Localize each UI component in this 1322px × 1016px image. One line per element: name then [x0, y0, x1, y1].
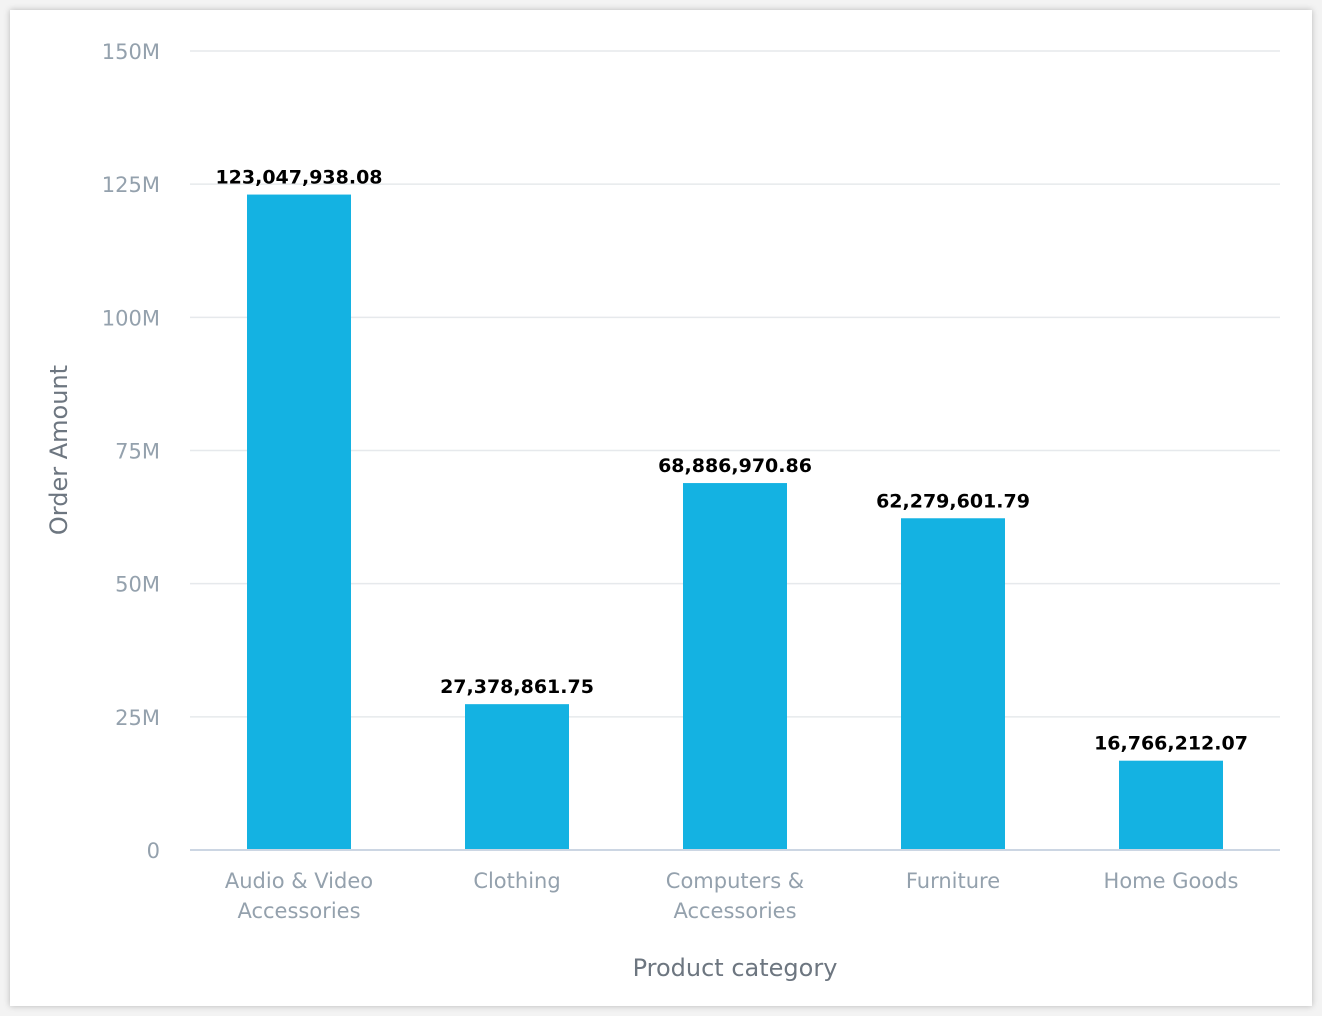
x-tick-label: Accessories	[237, 899, 360, 923]
y-tick-label: 0	[147, 839, 160, 863]
y-tick-label: 25M	[115, 706, 160, 730]
y-tick-label: 125M	[102, 173, 160, 197]
bar	[247, 194, 351, 851]
data-label: 62,279,601.79	[876, 490, 1030, 512]
y-tick-label: 150M	[102, 40, 160, 64]
data-label: 123,047,938.08	[215, 167, 382, 189]
data-label: 27,378,861.75	[440, 676, 594, 698]
data-label: 16,766,212.07	[1094, 733, 1248, 755]
x-tick-label: Computers &	[666, 869, 804, 893]
y-tick-label: 75M	[115, 440, 160, 464]
x-tick-label: Clothing	[473, 869, 560, 893]
data-label: 68,886,970.86	[658, 455, 812, 477]
x-tick-label: Accessories	[673, 899, 796, 923]
x-tick-label: Audio & Video	[225, 869, 373, 893]
y-axis-title: Order Amount	[45, 365, 73, 535]
x-axis-title: Product category	[633, 954, 838, 982]
y-tick-label: 50M	[115, 573, 160, 597]
x-tick-label: Furniture	[906, 869, 1000, 893]
bar	[465, 704, 569, 850]
chart-card	[10, 10, 1312, 1006]
bar	[901, 518, 1005, 850]
y-tick-label: 100M	[102, 306, 160, 330]
bar	[1119, 760, 1223, 850]
x-tick-label: Home Goods	[1104, 869, 1239, 893]
bar	[683, 483, 787, 850]
